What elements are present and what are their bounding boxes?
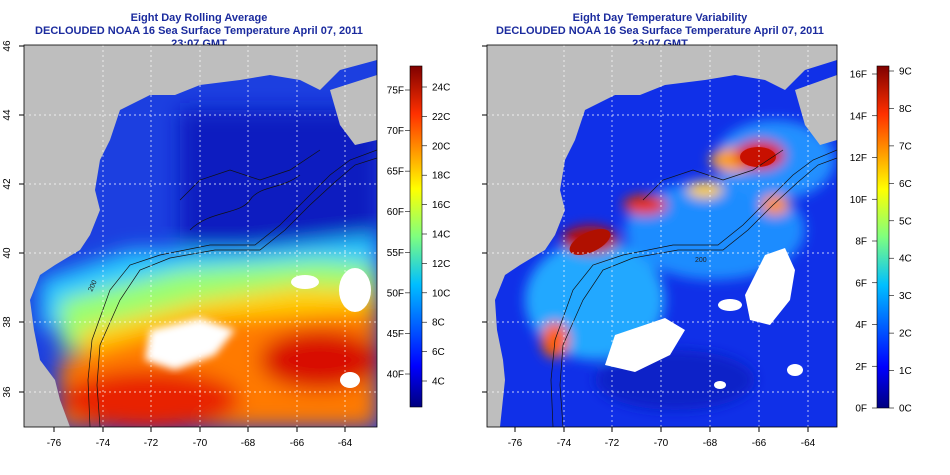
- left-colorbar-f-label: 70F: [387, 126, 404, 137]
- right-colorbar-c-label: 3C: [899, 291, 912, 302]
- left-colorbar-c-label: 16C: [432, 200, 450, 211]
- left-land-mainland: [24, 45, 377, 427]
- right-colorbar-c-label: 5C: [899, 216, 912, 227]
- right-x-tick: -76: [508, 438, 523, 449]
- left-colorbar-f-label: 75F: [387, 86, 404, 97]
- left-colorbar-c-label: 6C: [432, 347, 445, 358]
- right-colorbar-c-label: 0C: [899, 404, 912, 415]
- right-colorbar-f-label: 4F: [855, 320, 867, 331]
- left-colorbar-c-label: 8C: [432, 318, 445, 329]
- left-x-tick: -74: [96, 438, 111, 449]
- right-land-mainland: [487, 45, 837, 427]
- left-colorbar-c-label: 12C: [432, 259, 450, 270]
- left-colorbar-f-label: 60F: [387, 207, 404, 218]
- right-contour-label: 200: [695, 257, 707, 264]
- right-colorbar-celsius: 0C 1C 2C 3C 4C 5C 6C 7C 8C 9C: [889, 67, 912, 415]
- right-colorbar-c-label: 7C: [899, 141, 912, 152]
- left-y-tick: 36: [2, 386, 13, 398]
- left-y-tick: 38: [2, 316, 13, 328]
- right-map-panel: 200 -76 -74 -72 -70 -68 -66 -64 36 38 40…: [475, 40, 912, 449]
- left-x-tick: -72: [144, 438, 159, 449]
- left-y-tick: 42: [2, 178, 13, 190]
- left-x-axis: -76 -74 -72 -70 -68 -66 -64: [47, 427, 353, 449]
- left-colorbar-c-label: 4C: [432, 377, 445, 388]
- left-colorbar-c-label: 22C: [432, 112, 450, 123]
- right-colorbar-f-label: 12F: [850, 153, 867, 164]
- left-x-tick: -64: [338, 438, 353, 449]
- left-map-panel: 200 -76 -74 -72 -70 -68 -66 -64 36 38 40…: [2, 40, 450, 449]
- right-y-tick: 36: [475, 386, 477, 398]
- right-colorbar-fahrenheit: 0F 2F 4F 6F 8F 10F 12F 14F 16F: [850, 70, 877, 415]
- right-cloud-patches: [605, 248, 803, 389]
- left-colorbar-c-label: 14C: [432, 230, 450, 241]
- right-colorbar-c-label: 9C: [899, 67, 912, 78]
- left-colorbar-fahrenheit: 40F 45F 50F 55F 60F 65F 70F 75F: [387, 86, 410, 381]
- right-x-tick: -66: [752, 438, 767, 449]
- left-colorbar: [409, 65, 423, 408]
- left-map-area: 200: [24, 45, 377, 427]
- left-colorbar-f-label: 45F: [387, 329, 404, 340]
- left-colorbar-c-label: 18C: [432, 171, 450, 182]
- right-y-tick: 44: [475, 109, 477, 121]
- left-y-tick: 46: [2, 40, 13, 52]
- right-x-axis: -76 -74 -72 -70 -68 -66 -64: [508, 427, 816, 449]
- right-colorbar: [876, 65, 890, 409]
- left-colorbar-c-label: 10C: [432, 288, 450, 299]
- right-y-tick: 38: [475, 316, 477, 328]
- right-title: Eight Day Temperature Variability: [572, 12, 748, 24]
- right-colorbar-c-label: 1C: [899, 366, 912, 377]
- left-colorbar-f-label: 40F: [387, 370, 404, 381]
- left-colorbar-f-label: 65F: [387, 167, 404, 178]
- left-cloud-patch: [145, 318, 235, 370]
- left-colorbar-c-label: 20C: [432, 141, 450, 152]
- left-x-tick: -68: [241, 438, 256, 449]
- left-y-tick: 44: [2, 109, 13, 121]
- left-colorbar-f-label: 50F: [387, 288, 404, 299]
- right-map-frame: [486, 44, 838, 428]
- right-x-tick: -72: [605, 438, 620, 449]
- right-y-axis: 36 38 40 42 44 46: [475, 40, 487, 398]
- right-colorbar-f-label: 2F: [855, 362, 867, 373]
- right-colorbar-c-label: 4C: [899, 254, 912, 265]
- left-graticule: [24, 45, 377, 427]
- right-graticule: [487, 45, 837, 427]
- left-colorbar-c-label: 24C: [432, 83, 450, 94]
- right-x-tick: -64: [801, 438, 816, 449]
- left-y-axis: 36 38 40 42 44 46: [2, 40, 24, 398]
- left-colorbar-celsius: 4C 6C 8C 10C 12C 14C 16C 18C 20C 22C 24C: [422, 83, 450, 388]
- right-colorbar-c-label: 6C: [899, 179, 912, 190]
- right-bathymetry-contours: [550, 149, 837, 427]
- right-colorbar-f-label: 16F: [850, 70, 867, 81]
- right-map-area: 200: [487, 45, 837, 427]
- right-colorbar-c-label: 8C: [899, 104, 912, 115]
- right-x-tick: -70: [654, 438, 669, 449]
- left-bathymetry-contours: [87, 149, 377, 427]
- left-x-tick: -70: [193, 438, 208, 449]
- left-x-tick: -66: [290, 438, 305, 449]
- right-colorbar-f-label: 10F: [850, 195, 867, 206]
- right-colorbar-f-label: 0F: [855, 404, 867, 415]
- left-colorbar-f-label: 55F: [387, 248, 404, 259]
- left-y-tick: 40: [2, 247, 13, 259]
- right-y-tick: 40: [475, 247, 477, 259]
- left-x-tick: -76: [47, 438, 62, 449]
- right-colorbar-f-label: 14F: [850, 111, 867, 122]
- right-y-tick: 46: [475, 40, 477, 52]
- left-contour-label: 200: [87, 279, 98, 293]
- right-colorbar-f-label: 8F: [855, 237, 867, 248]
- right-y-tick: 42: [475, 178, 477, 190]
- right-colorbar-f-label: 6F: [855, 278, 867, 289]
- right-colorbar-c-label: 2C: [899, 329, 912, 340]
- right-x-tick: -68: [703, 438, 718, 449]
- left-title: Eight Day Rolling Average: [130, 12, 268, 24]
- right-x-tick: -74: [557, 438, 572, 449]
